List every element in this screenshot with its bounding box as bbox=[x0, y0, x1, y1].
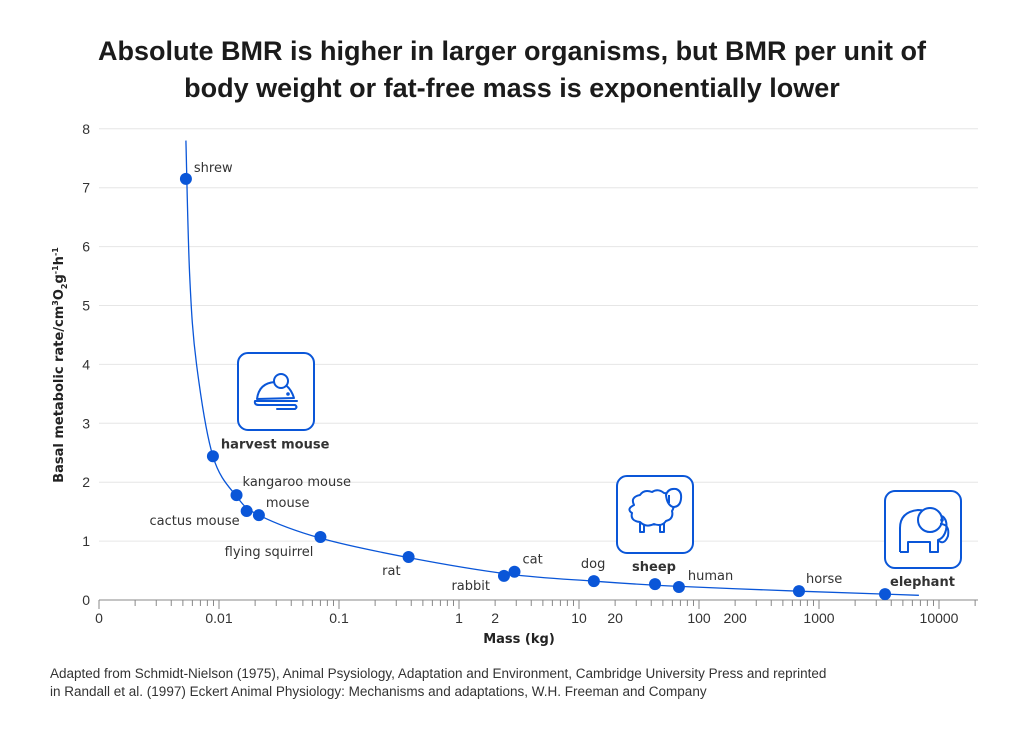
data-label-flying-squirrel: flying squirrel bbox=[225, 545, 314, 560]
data-point-rat bbox=[402, 551, 415, 564]
data-points bbox=[179, 172, 892, 601]
data-label-rat: rat bbox=[382, 564, 400, 579]
gridlines bbox=[99, 128, 978, 542]
fit-curve bbox=[185, 140, 919, 596]
y-tick-label: 8 bbox=[82, 121, 90, 137]
data-label-rabbit: rabbit bbox=[451, 579, 490, 594]
data-label-harvest-mouse: harvest mouse bbox=[221, 437, 330, 452]
data-point-mouse bbox=[252, 509, 265, 522]
y-tick-label: 1 bbox=[82, 533, 90, 549]
data-point-cat bbox=[508, 565, 521, 578]
mouse-icon bbox=[253, 373, 298, 410]
sheep-icon-box bbox=[616, 475, 694, 554]
x-tick-label: 0 bbox=[95, 610, 103, 626]
y-tick-label: 5 bbox=[82, 298, 90, 314]
data-point-rabbit bbox=[497, 569, 510, 582]
data-point-harvest-mouse bbox=[206, 450, 219, 463]
data-point-sheep bbox=[649, 578, 662, 591]
y-axis-label: Basal metabolic rate/cm3O2g-1h-1 bbox=[51, 247, 69, 483]
data-label-sheep: sheep bbox=[632, 560, 676, 575]
chart-title-line-1: Absolute BMR is higher in larger organis… bbox=[98, 36, 927, 66]
y-tick-label: 2 bbox=[82, 474, 90, 490]
x-tick-label: 0.1 bbox=[329, 610, 349, 626]
data-label-cactus-mouse: cactus mouse bbox=[150, 514, 240, 529]
x-tick-label: 1000 bbox=[803, 610, 834, 626]
mouse-icon-box bbox=[237, 352, 315, 431]
data-point-shrew bbox=[179, 172, 192, 185]
x-tick-label: 10 bbox=[571, 610, 587, 626]
animal-icons bbox=[237, 352, 962, 569]
x-tick-label: 200 bbox=[723, 610, 747, 626]
data-label-kangaroo-mouse: kangaroo mouse bbox=[243, 475, 351, 490]
x-axis-label: Mass (kg) bbox=[483, 632, 555, 647]
x-tick-label: 20 bbox=[607, 610, 623, 626]
y-axis-ticks: 0 1 2 3 4 5 6 7 8 bbox=[82, 121, 90, 608]
x-tick-label: 10000 bbox=[920, 610, 959, 626]
source-note-line-1: Adapted from Schmidt-Nielson (1975), Ani… bbox=[50, 666, 826, 681]
data-point-elephant bbox=[879, 588, 892, 601]
data-label-mouse: mouse bbox=[266, 496, 310, 511]
y-tick-label: 7 bbox=[82, 180, 90, 196]
data-point-kangaroo-mouse bbox=[230, 489, 243, 502]
data-labels: shrew harvest mouse kangaroo mouse cactus m… bbox=[150, 161, 955, 594]
data-point-dog bbox=[587, 575, 600, 588]
x-tick-label: 2 bbox=[491, 610, 499, 626]
sheep-icon bbox=[628, 487, 683, 533]
x-tick-label: 100 bbox=[687, 610, 711, 626]
x-tick-label: 0.01 bbox=[205, 610, 232, 626]
y-tick-label: 0 bbox=[82, 592, 90, 608]
data-label-shrew: shrew bbox=[194, 161, 233, 176]
chart-title-line-2: body weight or fat-free mass is exponent… bbox=[184, 73, 840, 103]
data-label-elephant: elephant bbox=[890, 575, 955, 590]
data-label-horse: horse bbox=[806, 572, 842, 587]
x-tick-label: 1 bbox=[455, 610, 463, 626]
data-label-human: human bbox=[688, 569, 733, 584]
data-point-flying-squirrel bbox=[314, 530, 327, 543]
elephant-icon-box bbox=[884, 490, 962, 569]
x-axis: 0 0.01 0.1 1 2 10 20 100 200 1000 10000 bbox=[95, 599, 978, 626]
y-tick-label: 4 bbox=[82, 356, 90, 372]
elephant-icon bbox=[899, 507, 950, 553]
data-label-dog: dog bbox=[581, 557, 605, 572]
data-point-cactus-mouse bbox=[240, 505, 253, 518]
y-tick-label: 6 bbox=[82, 239, 90, 255]
data-point-horse bbox=[792, 585, 805, 598]
source-note-line-2: in Randall et al. (1997) Eckert Animal P… bbox=[50, 684, 707, 699]
data-label-cat: cat bbox=[522, 553, 542, 568]
y-tick-label: 3 bbox=[82, 415, 90, 431]
data-point-human bbox=[672, 581, 685, 594]
